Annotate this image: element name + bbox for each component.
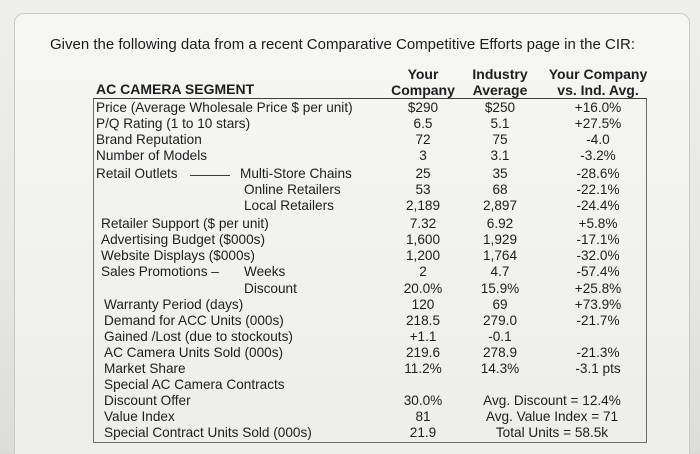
retail-outlets-connector <box>190 175 230 176</box>
row-label: Advertising Budget ($000s) <box>101 232 265 247</box>
your-company-value: 6.5 <box>413 116 433 131</box>
data-table-border <box>93 99 647 443</box>
row-label: Retailer Support ($ per unit) <box>101 216 269 231</box>
industry-average-value: 3.1 <box>490 148 510 163</box>
your-company-value: 81 <box>415 409 431 424</box>
your-company-value: 219.6 <box>405 345 441 360</box>
your-company-value: 21.9 <box>409 425 437 440</box>
header-rule <box>93 98 647 99</box>
col2-header-line2: Average <box>472 82 528 98</box>
difference-value: -24.4% <box>576 198 620 213</box>
intro-text: Given the following data from a recent C… <box>50 36 636 53</box>
row-label: Value Index <box>104 409 175 424</box>
special-contract-note: Avg. Discount = 12.4% <box>483 393 621 408</box>
col3-header-line2: vs. Ind. Avg. <box>557 82 639 98</box>
difference-value: -22.1% <box>576 182 620 197</box>
your-company-value: 20.0% <box>403 281 443 296</box>
industry-average-value: 75 <box>492 132 508 147</box>
difference-value: -4.0 <box>586 132 610 147</box>
row-label: Sales Promotions – <box>101 264 219 279</box>
industry-average-value: 279.0 <box>482 313 518 328</box>
row-label: Retail Outlets <box>96 166 178 181</box>
your-company-value: +1.1 <box>409 329 437 344</box>
your-company-value: 2 <box>419 264 427 279</box>
row-sublabel: Online Retailers <box>244 182 341 197</box>
your-company-value: 3 <box>419 148 427 163</box>
row-sublabel: Multi-Store Chains <box>240 166 352 181</box>
difference-value: -57.4% <box>576 264 620 279</box>
difference-value: +25.8% <box>574 281 622 296</box>
industry-average-value: 1,764 <box>482 248 518 263</box>
industry-average-value: 5.1 <box>490 116 510 131</box>
col2-header-line1: Industry <box>472 66 528 82</box>
difference-value: -21.7% <box>576 313 620 328</box>
col3-header-line1: Your Company <box>548 66 648 82</box>
industry-average-value: 1,929 <box>482 232 518 247</box>
your-company-value: 218.5 <box>405 313 441 328</box>
row-label: Special AC Camera Contracts <box>104 377 285 392</box>
your-company-value: 30.0% <box>403 393 443 408</box>
difference-value: +16.0% <box>574 100 622 115</box>
your-company-value: 2,189 <box>405 198 441 213</box>
difference-value: -21.3% <box>576 345 620 360</box>
your-company-value: 1,200 <box>405 248 441 263</box>
industry-average-value: 69 <box>492 297 508 312</box>
your-company-value: 11.2% <box>404 361 442 376</box>
industry-average-value: 68 <box>492 182 508 197</box>
your-company-value: 25 <box>415 166 431 181</box>
difference-value: +5.8% <box>578 216 618 231</box>
industry-average-value: -0.1 <box>488 329 512 344</box>
segment-heading: AC CAMERA SEGMENT <box>96 81 255 97</box>
special-contract-note: Total Units = 58.5k <box>495 425 609 440</box>
industry-average-value: 2,897 <box>482 198 518 213</box>
row-label: P/Q Rating (1 to 10 stars) <box>96 116 251 131</box>
difference-value: -3.1 pts <box>575 361 621 376</box>
row-label: Warranty Period (days) <box>104 297 244 312</box>
col1-header-line2: Company <box>391 82 455 98</box>
special-contract-note: Avg. Value Index = 71 <box>485 409 619 424</box>
difference-value: +73.9% <box>574 297 622 312</box>
row-label: Website Displays ($000s) <box>101 248 255 263</box>
your-company-value: $290 <box>407 100 439 115</box>
row-label: Discount Offer <box>104 393 191 408</box>
col1-header-line1: Your <box>407 66 439 82</box>
difference-value: -3.2% <box>580 148 616 163</box>
row-label: Brand Reputation <box>96 132 202 147</box>
your-company-value: 120 <box>411 297 435 312</box>
industry-average-value: 15.9% <box>480 281 520 296</box>
your-company-value: 7.32 <box>409 216 437 231</box>
difference-value: -28.6% <box>576 166 620 181</box>
difference-value: -32.0% <box>576 248 620 263</box>
row-label: Gained /Lost (due to stockouts) <box>104 329 293 344</box>
row-label: Price (Average Wholesale Price $ per uni… <box>96 100 353 115</box>
industry-average-value: 6.92 <box>486 216 514 231</box>
your-company-value: 53 <box>415 182 431 197</box>
industry-average-value: 4.7 <box>490 264 510 279</box>
industry-average-value: 278.9 <box>482 345 518 360</box>
industry-average-value: 14.3% <box>480 361 520 376</box>
row-sublabel: Weeks <box>244 264 286 279</box>
industry-average-value: $250 <box>484 100 516 115</box>
row-sublabel: Local Retailers <box>244 198 334 213</box>
industry-average-value: 35 <box>492 166 508 181</box>
difference-value: -17.1% <box>576 232 620 247</box>
row-label: Demand for ACC Units (000s) <box>104 313 284 328</box>
row-sublabel: Discount <box>244 281 297 296</box>
question-card <box>14 13 690 454</box>
row-label: Market Share <box>104 361 186 376</box>
your-company-value: 72 <box>415 132 431 147</box>
your-company-value: 1,600 <box>405 232 441 247</box>
row-label: AC Camera Units Sold (000s) <box>104 345 284 360</box>
row-label: Number of Models <box>96 148 208 163</box>
row-label: Special Contract Units Sold (000s) <box>104 425 312 440</box>
difference-value: +27.5% <box>574 116 622 131</box>
